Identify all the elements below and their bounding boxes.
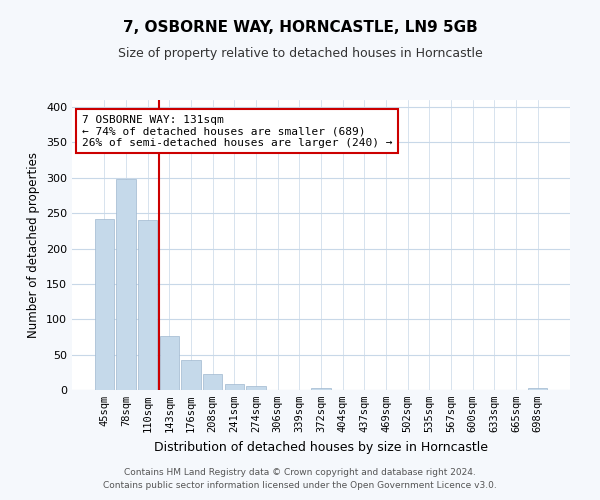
- Bar: [224, 384, 244, 390]
- Bar: [203, 374, 223, 390]
- Bar: [181, 360, 201, 390]
- Bar: [160, 336, 179, 390]
- Bar: [311, 388, 331, 390]
- Text: 7, OSBORNE WAY, HORNCASTLE, LN9 5GB: 7, OSBORNE WAY, HORNCASTLE, LN9 5GB: [122, 20, 478, 35]
- Text: Size of property relative to detached houses in Horncastle: Size of property relative to detached ho…: [118, 48, 482, 60]
- Bar: [528, 388, 547, 390]
- Text: 7 OSBORNE WAY: 131sqm
← 74% of detached houses are smaller (689)
26% of semi-det: 7 OSBORNE WAY: 131sqm ← 74% of detached …: [82, 114, 392, 148]
- Bar: [116, 179, 136, 390]
- Bar: [246, 386, 266, 390]
- Text: Contains HM Land Registry data © Crown copyright and database right 2024.: Contains HM Land Registry data © Crown c…: [124, 468, 476, 477]
- Text: Contains public sector information licensed under the Open Government Licence v3: Contains public sector information licen…: [103, 482, 497, 490]
- Bar: [138, 220, 157, 390]
- Bar: [95, 219, 114, 390]
- Y-axis label: Number of detached properties: Number of detached properties: [28, 152, 40, 338]
- X-axis label: Distribution of detached houses by size in Horncastle: Distribution of detached houses by size …: [154, 440, 488, 454]
